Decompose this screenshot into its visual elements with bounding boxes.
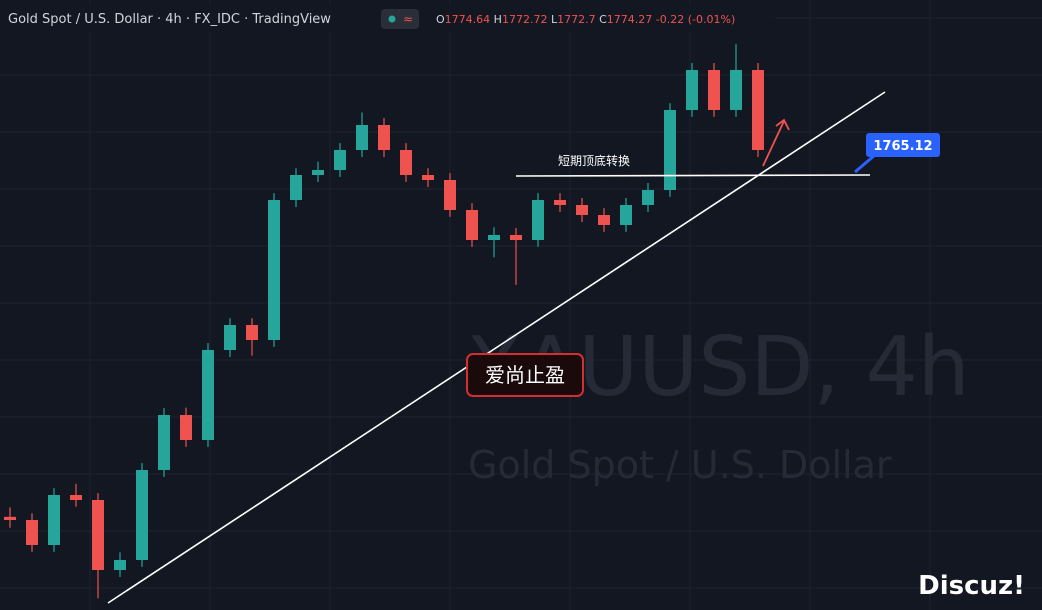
candle-body xyxy=(26,520,38,545)
candle-body xyxy=(356,125,368,150)
candle-body xyxy=(752,70,764,150)
ohlc-legend: O1774.64 H1772.72 L1772.7 C1774.27 -0.22… xyxy=(436,13,735,26)
c-label: C xyxy=(599,13,607,26)
candle-body xyxy=(664,110,676,190)
c-value: 1774.27 xyxy=(607,13,653,26)
candle-body xyxy=(378,125,390,150)
candle-body xyxy=(290,175,302,200)
label-pointer xyxy=(854,153,876,174)
candle-body xyxy=(312,170,324,175)
candle-body xyxy=(488,235,500,240)
candle-body xyxy=(246,325,258,340)
candle-body xyxy=(532,200,544,240)
candle-body xyxy=(422,175,434,180)
status-icon: ≈ xyxy=(403,12,413,26)
candle-body xyxy=(510,235,522,240)
candle-body xyxy=(92,500,104,570)
candle-body xyxy=(158,415,170,470)
arrow xyxy=(762,118,790,167)
candle-body xyxy=(70,495,82,500)
candle-body xyxy=(334,150,346,170)
candle-body xyxy=(554,200,566,205)
level-text: 短期顶底转换 xyxy=(558,153,630,168)
badge xyxy=(466,353,584,397)
candle-body xyxy=(4,516,16,520)
support-line xyxy=(515,174,871,177)
candle-body xyxy=(576,205,588,215)
candle-body xyxy=(180,415,192,440)
h-label: H xyxy=(494,13,502,26)
candle-body xyxy=(708,70,720,110)
price-label: 1765.12 xyxy=(873,139,932,154)
status-pill[interactable] xyxy=(381,9,419,29)
change-pct: (-0.01%) xyxy=(688,13,736,26)
l-label: L xyxy=(551,13,558,26)
candle-body xyxy=(48,495,60,545)
badge-text: 爱尚止盈 xyxy=(485,363,565,387)
candle-body xyxy=(400,150,412,175)
trend-line xyxy=(107,91,886,604)
candle-body xyxy=(730,70,742,110)
candle-body xyxy=(268,200,280,340)
change: -0.22 xyxy=(656,13,684,26)
candle-body xyxy=(444,180,456,210)
candle-body xyxy=(136,470,148,560)
candle-body xyxy=(466,210,478,240)
candle-body xyxy=(114,560,126,570)
candle-body xyxy=(642,190,654,205)
o-label: O xyxy=(436,13,445,26)
l-value: 1772.7 xyxy=(557,13,596,26)
candle-body xyxy=(202,350,214,440)
candles xyxy=(4,44,764,599)
status-dot xyxy=(388,15,396,23)
price-label-box xyxy=(866,133,940,157)
watermark-name: Gold Spot / U.S. Dollar xyxy=(468,443,892,487)
o-value: 1774.64 xyxy=(445,13,491,26)
symbol-title: Gold Spot / U.S. Dollar · 4h · FX_IDC · … xyxy=(8,12,331,27)
candle-body xyxy=(224,325,236,350)
h-value: 1772.72 xyxy=(502,13,548,26)
candle-body xyxy=(686,70,698,110)
site-watermark: Discuz! xyxy=(918,571,1025,601)
candle-body xyxy=(598,215,610,225)
candle-body xyxy=(620,205,632,225)
